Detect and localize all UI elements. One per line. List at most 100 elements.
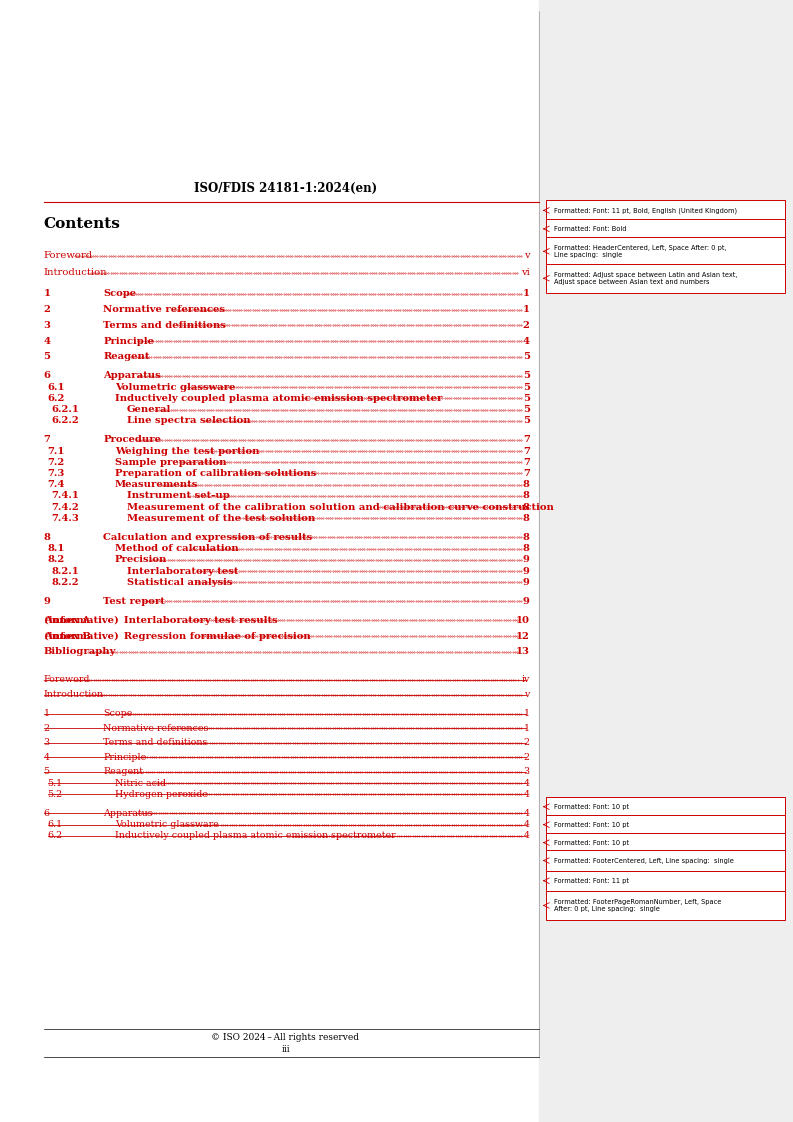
Text: Terms and definitions: Terms and definitions (103, 321, 226, 330)
Text: 4: 4 (44, 337, 51, 346)
Text: 1: 1 (523, 709, 530, 718)
Text: 9: 9 (523, 567, 530, 576)
Text: 9: 9 (44, 597, 51, 606)
Text: 8: 8 (523, 503, 530, 512)
Text: Scope: Scope (103, 289, 136, 298)
Text: Formatted: FooterCentered, Left, Line spacing:  single: Formatted: FooterCentered, Left, Line sp… (554, 857, 734, 864)
Text: General: General (127, 405, 171, 414)
Text: Principle: Principle (103, 337, 154, 346)
Text: Inductively coupled plasma atomic emission spectrometer: Inductively coupled plasma atomic emissi… (115, 394, 442, 403)
Text: 8.2: 8.2 (48, 555, 65, 564)
Text: Reagent: Reagent (103, 767, 143, 776)
Text: 2: 2 (44, 305, 51, 314)
Text: Inductively coupled plasma atomic emission spectrometer: Inductively coupled plasma atomic emissi… (115, 831, 396, 840)
Text: vi: vi (521, 268, 530, 277)
Text: 9: 9 (523, 578, 530, 587)
Text: 7.4.2: 7.4.2 (52, 503, 79, 512)
Text: Normative references: Normative references (103, 305, 225, 314)
Text: Hydrogen peroxide: Hydrogen peroxide (115, 790, 208, 799)
FancyBboxPatch shape (546, 850, 785, 871)
FancyBboxPatch shape (546, 833, 785, 853)
Text: 12: 12 (516, 632, 530, 641)
Text: Measurements: Measurements (115, 480, 198, 489)
Text: 5.2: 5.2 (48, 790, 63, 799)
Text: iv: iv (521, 675, 530, 684)
Text: (informative) Regression formulae of precision: (informative) Regression formulae of pre… (44, 632, 310, 641)
Text: Formatted: Font: 11 pt: Formatted: Font: 11 pt (554, 877, 629, 884)
Text: Formatted: Adjust space between Latin and Asian text,
Adjust space between Asian: Formatted: Adjust space between Latin an… (554, 272, 737, 285)
Text: Precision: Precision (115, 555, 167, 564)
Text: Preparation of calibration solutions: Preparation of calibration solutions (115, 469, 316, 478)
Text: 1: 1 (44, 709, 50, 718)
Text: Nitric acid: Nitric acid (115, 779, 166, 788)
Text: 4: 4 (523, 809, 530, 818)
FancyBboxPatch shape (546, 871, 785, 891)
Text: 3: 3 (44, 738, 50, 747)
Text: 8: 8 (523, 491, 530, 500)
FancyBboxPatch shape (546, 797, 785, 817)
Text: 4: 4 (523, 820, 530, 829)
Text: 7.4: 7.4 (48, 480, 65, 489)
Text: Bibliography: Bibliography (44, 647, 116, 656)
Text: 3: 3 (523, 767, 530, 776)
Text: 7: 7 (523, 469, 530, 478)
FancyBboxPatch shape (546, 219, 785, 239)
Text: 6.2.2: 6.2.2 (52, 416, 79, 425)
Text: 2: 2 (523, 738, 530, 747)
Text: ISO/FDIS 24181-1:2024(en): ISO/FDIS 24181-1:2024(en) (194, 182, 377, 195)
Text: 6: 6 (44, 371, 51, 380)
Text: 10: 10 (515, 616, 530, 625)
Text: Statistical analysis: Statistical analysis (127, 578, 232, 587)
Text: Apparatus: Apparatus (103, 371, 161, 380)
Text: Calculation and expression of results: Calculation and expression of results (103, 533, 312, 542)
Text: 6.1: 6.1 (48, 383, 65, 392)
Text: Terms and definitions: Terms and definitions (103, 738, 208, 747)
Text: Line spectra selection: Line spectra selection (127, 416, 251, 425)
Text: v: v (524, 690, 530, 699)
Text: Measurement of the calibration solution and calibration curve construction: Measurement of the calibration solution … (127, 503, 554, 512)
Text: Formatted: Font: 10 pt: Formatted: Font: 10 pt (554, 839, 629, 846)
Text: 8.2.1: 8.2.1 (52, 567, 79, 576)
Text: Foreword: Foreword (44, 251, 93, 260)
Text: 7.4.1: 7.4.1 (52, 491, 79, 500)
Text: 8.1: 8.1 (48, 544, 65, 553)
FancyBboxPatch shape (546, 264, 785, 293)
Text: Annex B: Annex B (44, 632, 90, 641)
Text: Normative references: Normative references (103, 724, 209, 733)
Text: 4: 4 (523, 790, 530, 799)
Text: 5: 5 (523, 371, 530, 380)
Text: 5: 5 (523, 405, 530, 414)
Text: 7.1: 7.1 (48, 447, 65, 456)
Text: © ISO 2024 – All rights reserved: © ISO 2024 – All rights reserved (212, 1033, 359, 1042)
Text: 5: 5 (523, 352, 530, 361)
Text: 1: 1 (523, 289, 530, 298)
Text: 5: 5 (44, 352, 51, 361)
Text: Apparatus: Apparatus (103, 809, 153, 818)
Text: 7.2: 7.2 (48, 458, 65, 467)
Text: iii: iii (282, 1045, 289, 1054)
FancyBboxPatch shape (546, 815, 785, 835)
Text: 2: 2 (523, 321, 530, 330)
Text: Test report: Test report (103, 597, 165, 606)
Text: Formatted: FooterPageRomanNumber, Left, Space
After: 0 pt, Line spacing:  single: Formatted: FooterPageRomanNumber, Left, … (554, 899, 721, 912)
Text: 6: 6 (44, 809, 50, 818)
Text: Introduction: Introduction (44, 690, 104, 699)
Text: Instrument set-up: Instrument set-up (127, 491, 230, 500)
Text: Scope: Scope (103, 709, 132, 718)
Text: 5.1: 5.1 (48, 779, 63, 788)
Text: Introduction: Introduction (44, 268, 107, 277)
Text: Foreword: Foreword (44, 675, 90, 684)
Text: 8: 8 (523, 544, 530, 553)
Text: Formatted: Font: 10 pt: Formatted: Font: 10 pt (554, 821, 629, 828)
Text: Procedure: Procedure (103, 435, 161, 444)
Text: 4: 4 (523, 337, 530, 346)
Text: 7.4.3: 7.4.3 (52, 514, 79, 523)
Text: 1: 1 (523, 724, 530, 733)
Text: 5: 5 (523, 383, 530, 392)
Text: 4: 4 (523, 779, 530, 788)
Text: Weighing the test portion: Weighing the test portion (115, 447, 259, 456)
FancyBboxPatch shape (546, 201, 785, 220)
Text: 5: 5 (523, 416, 530, 425)
Text: 6.2: 6.2 (48, 394, 65, 403)
Text: Volumetric glassware: Volumetric glassware (115, 820, 219, 829)
